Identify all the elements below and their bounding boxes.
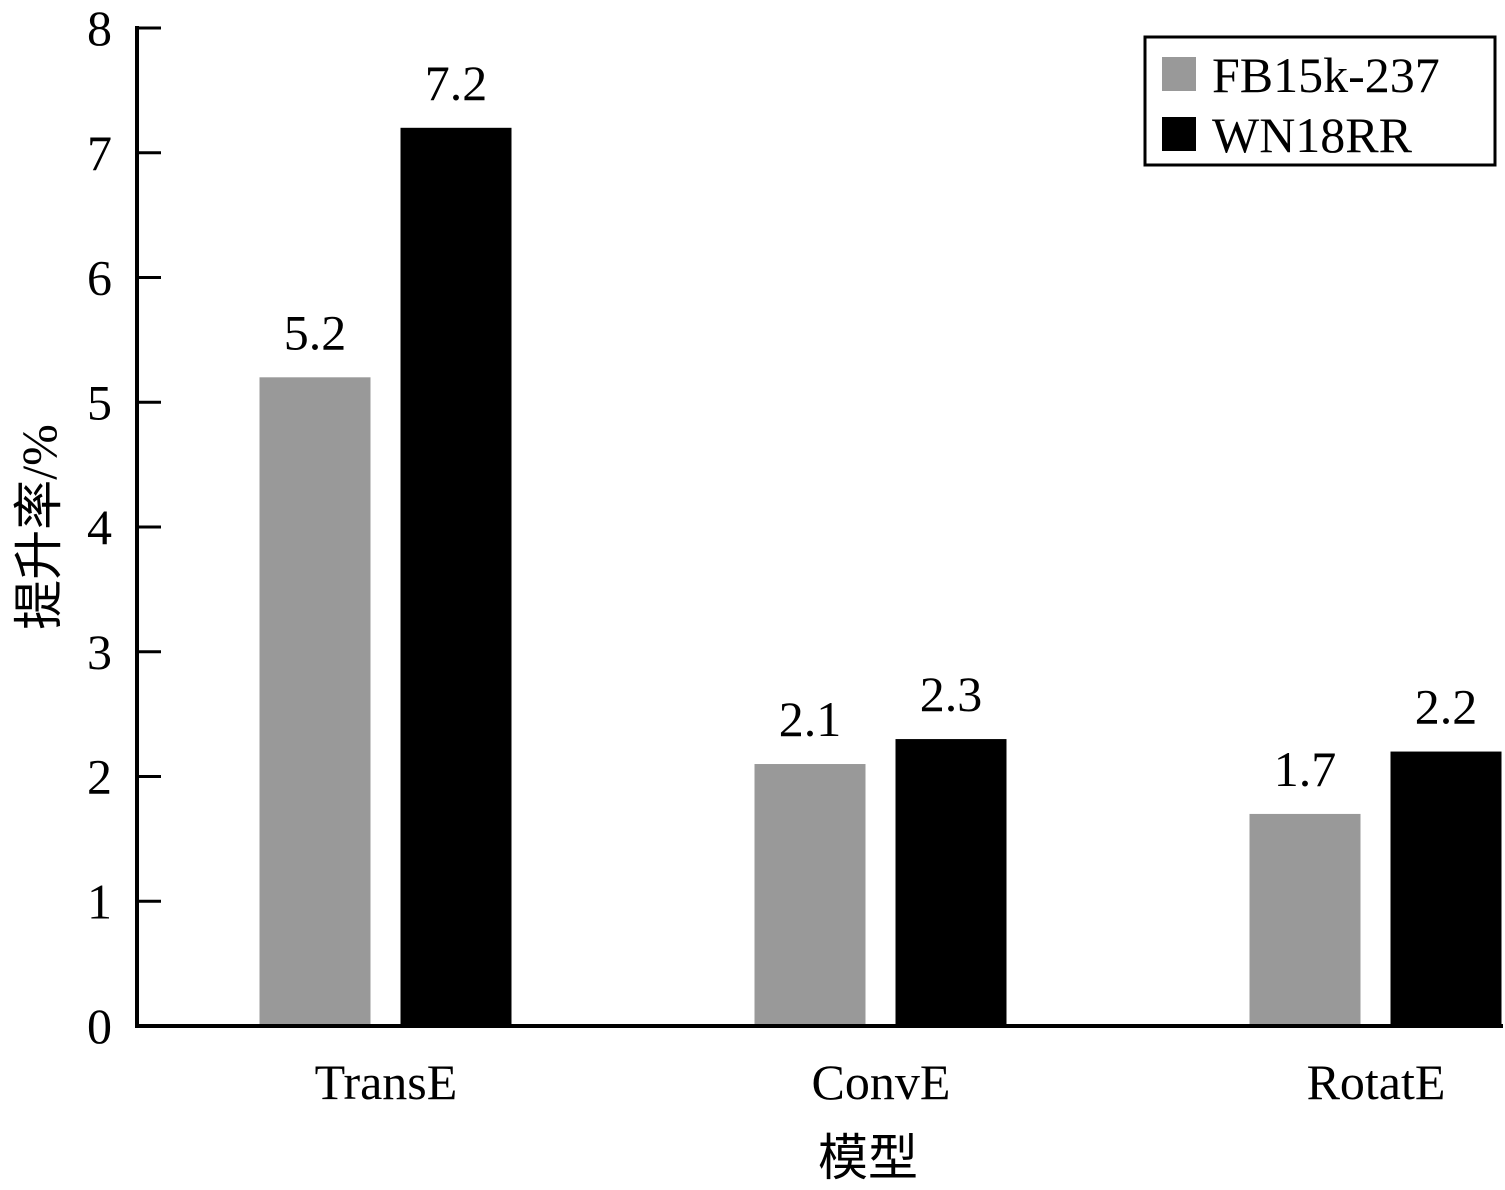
x-axis-title: 模型 bbox=[818, 1130, 918, 1186]
y-tick-label: 1 bbox=[87, 873, 112, 929]
bar-wn18rr-conve bbox=[895, 739, 1007, 1026]
value-label-fb15k-237-conve: 2.1 bbox=[779, 691, 842, 747]
y-tick-label: 7 bbox=[87, 125, 112, 181]
y-tick-label: 3 bbox=[87, 624, 112, 680]
y-tick-label: 6 bbox=[87, 250, 112, 306]
x-category-label-conve: ConvE bbox=[812, 1054, 951, 1110]
bars-group bbox=[259, 127, 1502, 1027]
x-category-labels: TransE ConvE RotatE bbox=[315, 1054, 1446, 1110]
y-axis-title: 提升率/% bbox=[11, 424, 67, 630]
value-label-wn18rr-transe: 7.2 bbox=[425, 55, 488, 111]
y-tick-label: 4 bbox=[87, 499, 112, 555]
legend-label-fb15k-237: FB15k-237 bbox=[1212, 47, 1440, 103]
y-tick-label: 2 bbox=[87, 749, 112, 805]
bar-fb15k-237-rotate bbox=[1249, 813, 1361, 1026]
bar-fb15k-237-conve bbox=[754, 764, 866, 1026]
legend-swatch-fb15k-237 bbox=[1162, 57, 1196, 91]
y-tick-label: 5 bbox=[87, 374, 112, 430]
legend-label-wn18rr: WN18RR bbox=[1212, 107, 1413, 163]
value-label-fb15k-237-rotate: 1.7 bbox=[1274, 741, 1337, 797]
legend: FB15k-237 WN18RR bbox=[1143, 35, 1497, 167]
legend-swatch-wn18rr bbox=[1162, 117, 1196, 151]
x-category-label-transe: TransE bbox=[315, 1054, 458, 1110]
value-label-wn18rr-rotate: 2.2 bbox=[1415, 679, 1478, 735]
legend-frame bbox=[1143, 35, 1497, 167]
bar-fb15k-237-transe bbox=[259, 377, 371, 1026]
x-category-label-rotate: RotatE bbox=[1307, 1054, 1446, 1110]
y-ticks-group: 0 1 2 3 4 5 6 7 8 bbox=[87, 0, 161, 1054]
y-tick-label: 0 bbox=[87, 998, 112, 1054]
value-label-wn18rr-conve: 2.3 bbox=[920, 666, 983, 722]
y-tick-label: 8 bbox=[87, 0, 112, 56]
bar-wn18rr-rotate bbox=[1390, 751, 1502, 1026]
value-labels-group: 5.2 2.1 1.7 7.2 2.3 2.2 bbox=[284, 55, 1478, 797]
bar-wn18rr-transe bbox=[400, 127, 512, 1027]
value-label-fb15k-237-transe: 5.2 bbox=[284, 304, 347, 360]
